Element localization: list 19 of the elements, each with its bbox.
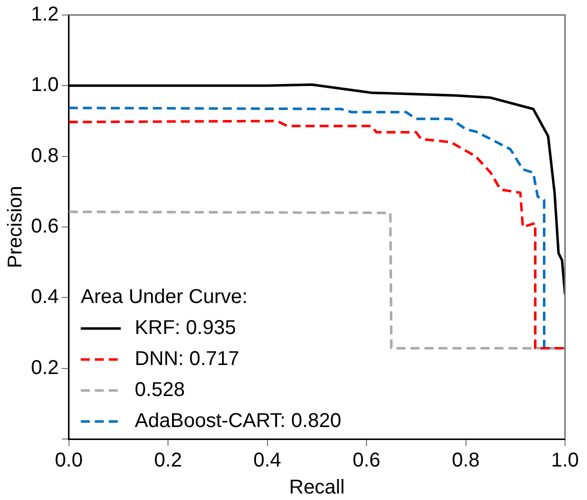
x-tick-label: 1.0 <box>551 450 579 472</box>
x-tick-label: 0.0 <box>54 450 83 472</box>
y-tick-label: 0.6 <box>30 216 59 238</box>
y-tick-label: 1.2 <box>30 4 59 26</box>
y-tick-label: 0.2 <box>30 356 59 379</box>
legend-label: KRF: 0.935 <box>134 317 236 340</box>
y-axis-title: Precision <box>4 186 27 268</box>
x-axis-title: Recall <box>289 476 345 499</box>
x-tick-label: 0.6 <box>352 450 380 472</box>
y-tick-label: 0.8 <box>30 144 59 167</box>
y-tick-label: 1.0 <box>30 74 59 96</box>
x-tick-label: 0.4 <box>253 450 282 472</box>
legend-label: 0.528 <box>134 379 185 402</box>
y-tick-label: 0.4 <box>30 286 59 308</box>
legend-label: AdaBoost-CART: 0.820 <box>134 410 342 432</box>
legend-label: DNN: 0.717 <box>134 348 240 370</box>
x-tick-label: 0.2 <box>154 450 182 472</box>
legend-title: Area Under Curve: <box>80 286 248 308</box>
x-tick-label: 0.8 <box>452 450 480 472</box>
